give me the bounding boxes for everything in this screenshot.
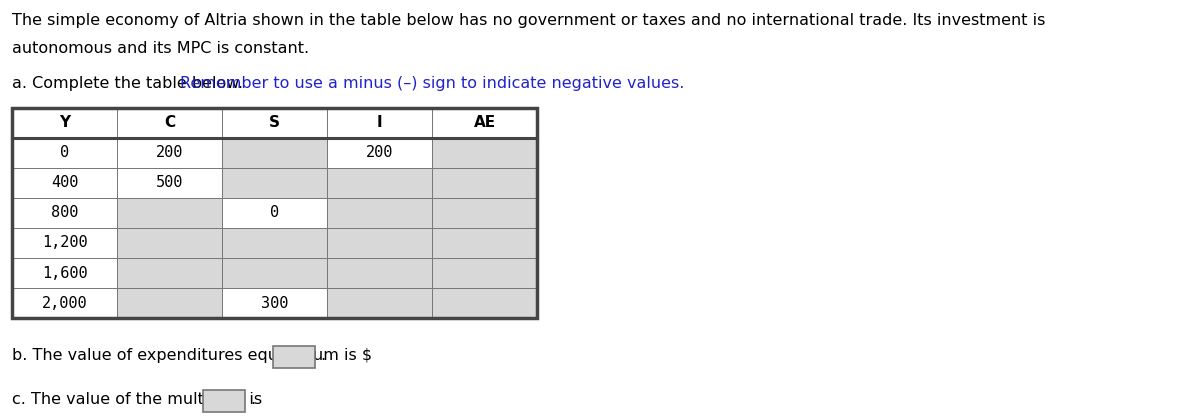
Bar: [12, 138, 116, 168]
Text: 1,600: 1,600: [42, 265, 88, 280]
Bar: [118, 108, 222, 138]
Bar: [432, 108, 536, 138]
Text: Remember to use a minus (–) sign to indicate negative values.: Remember to use a minus (–) sign to indi…: [180, 76, 684, 91]
Bar: [432, 138, 536, 168]
Text: 2,000: 2,000: [42, 296, 88, 311]
Bar: [12, 108, 538, 318]
Bar: [12, 288, 116, 318]
Bar: [326, 288, 432, 318]
Text: I: I: [377, 115, 383, 130]
Text: 500: 500: [156, 176, 184, 191]
Bar: [222, 138, 326, 168]
Bar: [204, 390, 246, 412]
Text: 800: 800: [50, 206, 78, 221]
Bar: [326, 108, 432, 138]
Text: C: C: [164, 115, 175, 130]
Bar: [222, 168, 326, 198]
Bar: [118, 288, 222, 318]
Text: autonomous and its MPC is constant.: autonomous and its MPC is constant.: [12, 41, 310, 56]
Bar: [12, 198, 116, 228]
Bar: [222, 288, 326, 318]
Text: 200: 200: [366, 145, 394, 161]
Bar: [12, 168, 116, 198]
Bar: [432, 258, 536, 288]
Bar: [118, 168, 222, 198]
Text: Y: Y: [59, 115, 70, 130]
Text: c. The value of the multiplier is: c. The value of the multiplier is: [12, 392, 262, 407]
Bar: [274, 346, 316, 368]
Bar: [118, 198, 222, 228]
Bar: [12, 258, 116, 288]
Bar: [118, 138, 222, 168]
Text: 300: 300: [260, 296, 288, 311]
Text: b. The value of expenditures equilibrium is $: b. The value of expenditures equilibrium…: [12, 348, 372, 363]
Text: 1,200: 1,200: [42, 235, 88, 250]
Text: AE: AE: [474, 115, 496, 130]
Bar: [118, 228, 222, 258]
Bar: [222, 108, 326, 138]
Text: a. Complete the table below.: a. Complete the table below.: [12, 76, 248, 91]
Text: .: .: [251, 392, 256, 407]
Bar: [432, 198, 536, 228]
Bar: [326, 228, 432, 258]
Bar: [326, 138, 432, 168]
Bar: [432, 228, 536, 258]
Bar: [222, 198, 326, 228]
Bar: [326, 258, 432, 288]
Text: The simple economy of Altria shown in the table below has no government or taxes: The simple economy of Altria shown in th…: [12, 13, 1045, 28]
Bar: [432, 168, 536, 198]
Text: S: S: [269, 115, 280, 130]
Bar: [12, 108, 116, 138]
Bar: [222, 258, 326, 288]
Text: 0: 0: [60, 145, 70, 161]
Text: 0: 0: [270, 206, 280, 221]
Text: 200: 200: [156, 145, 184, 161]
Bar: [326, 198, 432, 228]
Bar: [12, 228, 116, 258]
Bar: [118, 258, 222, 288]
Text: 400: 400: [50, 176, 78, 191]
Bar: [432, 288, 536, 318]
Bar: [222, 228, 326, 258]
Bar: [326, 168, 432, 198]
Text: .: .: [320, 348, 325, 363]
